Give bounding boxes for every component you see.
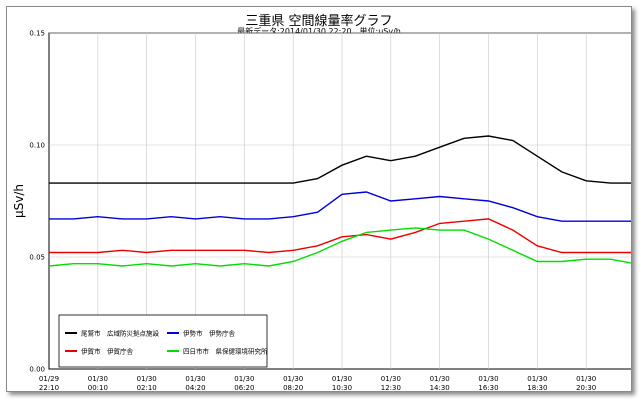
x-tick-time: 08:20	[283, 384, 303, 391]
x-tick-time: 06:20	[234, 384, 254, 391]
x-tick-date: 01/30	[88, 375, 108, 383]
x-tick-date: 01/30	[478, 375, 498, 383]
x-tick-time: 00:10	[88, 384, 108, 391]
chart-subtitle: 最新データ:2014/01/30 22:20 単位:μSv/h	[237, 27, 401, 36]
x-tick-time: 18:30	[527, 384, 547, 391]
chart-frame: 三重県 空間線量率グラフ 最新データ:2014/01/30 22:20 単位:μ…	[6, 6, 632, 392]
x-tick-date: 01/30	[185, 375, 205, 383]
y-axis-label: μSv/h	[12, 184, 26, 218]
series-line-3	[49, 218, 631, 254]
legend-label: 伊勢市 伊勢庁舎	[183, 329, 236, 338]
y-tick-label: 0.05	[29, 254, 45, 262]
y-tick-label: 0.00	[29, 366, 45, 374]
legend-label: 尾鷲市 広域防災拠点施設	[81, 329, 160, 338]
plot-area	[48, 32, 631, 370]
x-tick-time: 22:10	[39, 384, 59, 391]
x-tick-date: 01/30	[234, 375, 254, 383]
legend-box	[58, 314, 268, 368]
legend-label: 四日市市 県保健環境研究所	[183, 347, 268, 356]
x-tick-time: 02:10	[137, 384, 157, 391]
x-tick-date: 01/30	[527, 375, 547, 383]
series-line-1	[49, 135, 631, 184]
y-tick-label: 0.15	[29, 30, 45, 38]
x-tick-time: 16:30	[478, 384, 498, 391]
y-tick-label: 0.10	[29, 142, 45, 150]
x-tick-date: 01/30	[137, 375, 157, 383]
series-line-4	[48, 227, 631, 267]
x-tick-date: 01/30	[381, 375, 401, 383]
x-tick-time: 10:30	[332, 384, 352, 391]
x-tick-time: 20:30	[576, 384, 596, 391]
x-tick-time: 04:20	[185, 384, 205, 391]
x-tick-time: 14:30	[430, 384, 450, 391]
x-tick-date: 01/30	[283, 375, 303, 383]
legend-label: 伊賀市 伊賀庁舎	[81, 347, 134, 356]
line-chart: 0.000.050.100.1501/2922:1001/3000:1001/3…	[12, 30, 631, 391]
series-line-2	[49, 191, 631, 222]
x-tick-date: 01/30	[332, 375, 352, 383]
x-tick-date: 01/29	[39, 375, 59, 383]
chart-title: 三重県 空間線量率グラフ	[245, 14, 393, 29]
x-tick-date: 01/30	[430, 375, 450, 383]
x-tick-date: 01/30	[576, 375, 596, 383]
x-tick-time: 12:30	[381, 384, 401, 391]
